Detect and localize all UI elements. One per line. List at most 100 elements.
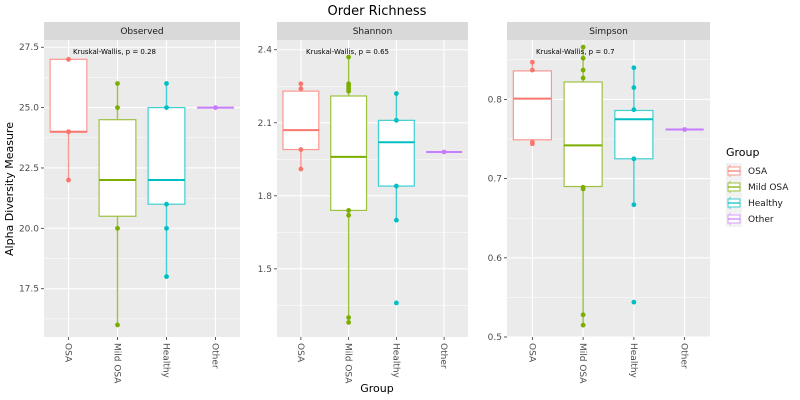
legend-key-icon bbox=[727, 197, 741, 209]
facet-strip-label: Simpson bbox=[589, 27, 628, 37]
data-point bbox=[393, 217, 399, 223]
facet-strip bbox=[277, 22, 468, 40]
data-point bbox=[580, 186, 586, 192]
data-point bbox=[164, 201, 169, 207]
data-point bbox=[115, 322, 120, 328]
legend: Group OSA Mild OSA Healthy Other bbox=[726, 146, 789, 227]
data-point bbox=[393, 183, 399, 189]
box-rect bbox=[563, 81, 603, 188]
box-rect bbox=[147, 107, 186, 205]
legend-label: Mild OSA bbox=[748, 183, 789, 193]
data-point bbox=[631, 299, 637, 305]
data-point bbox=[580, 322, 586, 328]
box-rect bbox=[614, 109, 654, 160]
facet-strip-label: Observed bbox=[120, 27, 163, 37]
facet-panels: Observed 17.5 20.0 22.5 25.0 27.5 OSA Mild OSA H… bbox=[19, 22, 710, 384]
y-tick-label: 22.5 bbox=[19, 164, 39, 174]
data-point bbox=[529, 141, 535, 147]
x-tick-label: Other bbox=[210, 343, 220, 369]
data-point bbox=[213, 105, 218, 111]
data-point bbox=[529, 67, 535, 73]
legend-key-icon bbox=[727, 181, 741, 193]
data-point bbox=[298, 81, 304, 87]
box-osa bbox=[512, 59, 553, 147]
box-mild-osa bbox=[563, 44, 603, 328]
legend-item-mild-osa: Mild OSA bbox=[726, 179, 789, 195]
data-point bbox=[580, 44, 586, 50]
kruskal-wallis-annotation: Kruskal-Wallis, p = 0.65 bbox=[306, 48, 389, 56]
data-point bbox=[529, 59, 535, 65]
data-point bbox=[631, 85, 637, 90]
data-point bbox=[631, 156, 637, 162]
box-rect bbox=[330, 95, 368, 212]
x-tick-label: OSA bbox=[295, 343, 305, 363]
y-tick-label: 2.4 bbox=[258, 46, 273, 56]
data-point bbox=[66, 177, 71, 183]
data-point bbox=[393, 91, 399, 96]
facet-observed: Observed 17.5 20.0 22.5 25.0 27.5 OSA Mild OSA H… bbox=[19, 22, 240, 384]
x-tick-label: OSA bbox=[526, 343, 536, 363]
data-point bbox=[346, 54, 352, 60]
x-tick-label: Other bbox=[679, 343, 689, 369]
x-tick-label: OSA bbox=[63, 343, 73, 363]
box-other bbox=[426, 149, 463, 155]
data-point bbox=[393, 117, 399, 123]
legend-label: Healthy bbox=[748, 199, 784, 209]
data-point bbox=[298, 166, 304, 172]
box-rect bbox=[98, 119, 137, 217]
data-point bbox=[115, 225, 120, 231]
data-point bbox=[393, 300, 399, 306]
y-tick-label: 0.7 bbox=[488, 175, 502, 185]
y-tick-label: 27.5 bbox=[19, 43, 39, 53]
y-tick-label: 17.5 bbox=[19, 285, 39, 295]
y-axis-title: Alpha Diversity Measure bbox=[3, 122, 16, 256]
data-point bbox=[346, 88, 352, 94]
kruskal-wallis-annotation: Kruskal-Wallis, p = 0.7 bbox=[536, 48, 615, 56]
x-tick-label: Other bbox=[438, 343, 448, 369]
y-tick-label: 25.0 bbox=[19, 104, 39, 114]
box-rect bbox=[512, 70, 553, 141]
data-point bbox=[66, 129, 71, 135]
y-tick-label: 1.8 bbox=[258, 192, 273, 202]
box-osa bbox=[49, 56, 88, 183]
data-point bbox=[580, 312, 586, 318]
data-point bbox=[682, 127, 688, 132]
legend-key-icon bbox=[727, 165, 741, 177]
data-point bbox=[631, 202, 637, 208]
data-point bbox=[346, 212, 352, 218]
legend-item-osa: OSA bbox=[726, 163, 768, 179]
data-point bbox=[580, 75, 586, 81]
box-mild-osa bbox=[98, 81, 137, 328]
x-axis-title: Group bbox=[360, 382, 394, 395]
data-point bbox=[115, 105, 120, 111]
facet-strip bbox=[507, 22, 710, 40]
x-tick-label: Mild OSA bbox=[577, 343, 587, 384]
legend-item-healthy: Healthy bbox=[726, 195, 784, 211]
data-point bbox=[164, 81, 169, 86]
panel-background bbox=[277, 40, 468, 337]
x-tick-label: Mild OSA bbox=[343, 343, 353, 384]
legend-label: Other bbox=[748, 215, 774, 225]
box-rect bbox=[377, 119, 415, 187]
data-point bbox=[631, 65, 637, 71]
data-point bbox=[346, 319, 352, 325]
box-healthy bbox=[614, 65, 654, 305]
box-rect bbox=[282, 90, 320, 151]
box-rect bbox=[49, 58, 88, 133]
legend-item-other: Other bbox=[726, 211, 774, 227]
x-tick-label: Healthy bbox=[390, 343, 400, 379]
x-tick-label: Healthy bbox=[628, 343, 638, 379]
legend-title: Group bbox=[726, 146, 760, 159]
data-point bbox=[298, 147, 304, 152]
y-tick-label: 1.5 bbox=[258, 265, 272, 275]
data-point bbox=[115, 81, 120, 86]
x-tick-label: Healthy bbox=[161, 343, 171, 379]
y-tick-label: 2.1 bbox=[258, 119, 272, 129]
data-point bbox=[346, 315, 352, 320]
box-healthy bbox=[147, 81, 186, 280]
data-point bbox=[631, 107, 637, 113]
kruskal-wallis-annotation: Kruskal-Wallis, p = 0.28 bbox=[73, 48, 156, 56]
data-point bbox=[346, 208, 352, 213]
y-tick-label: 0.8 bbox=[488, 95, 503, 105]
